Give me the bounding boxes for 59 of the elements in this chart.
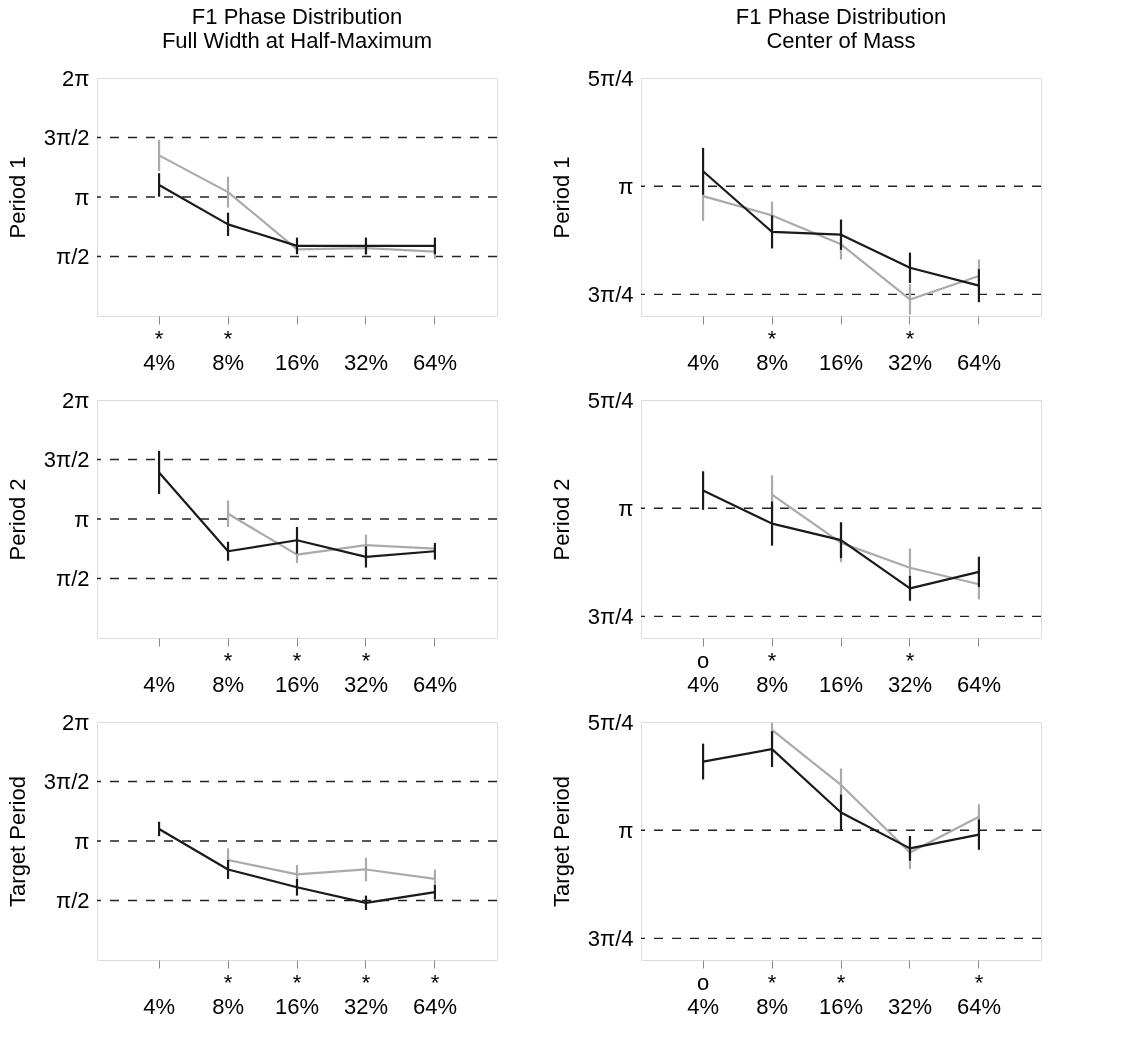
y-tick-label: π [74, 184, 90, 210]
x-tick-label: 64% [412, 349, 457, 375]
y-tick-label: 2π [62, 709, 90, 735]
x-tick-label: 16% [818, 349, 864, 375]
y-tick-label: π [74, 506, 90, 532]
x-tick-label: 32% [887, 993, 932, 1019]
x-tick-label: o 4% [687, 647, 719, 697]
x-tick-label: 64% [412, 671, 457, 697]
x-tick-label: 4% [143, 671, 175, 697]
x-tick-label: * 4% [143, 325, 175, 375]
x-tick-label: * 32% [887, 647, 932, 697]
x-tick-label: 32% [343, 349, 388, 375]
y-axis-title: Target Period [548, 776, 574, 907]
y-tick-label: 3π/4 [587, 281, 634, 307]
y-tick-label: π [618, 173, 634, 199]
y-tick-label: 3π/2 [43, 769, 90, 794]
y-tick-label: π [74, 828, 90, 854]
x-tick-label: 4% [143, 993, 175, 1019]
y-axis-title: Period 1 [548, 156, 574, 239]
x-tick-label: * 32% [887, 325, 932, 375]
chart-title: F1 Phase Distribution Center of Mass [735, 4, 947, 53]
x-tick-label: * 8% [756, 969, 788, 1019]
x-tick-label: o 4% [687, 969, 719, 1019]
y-tick-label: π [618, 817, 634, 843]
y-axis-title: Period 2 [4, 478, 30, 561]
y-tick-label: 2π [62, 387, 90, 413]
x-tick-label: * 64% [412, 969, 457, 1019]
y-tick-label: 5π/4 [587, 65, 634, 91]
x-tick-label: * 8% [212, 647, 244, 697]
y-tick-label: π/2 [55, 888, 90, 913]
x-tick-label: * 32% [343, 969, 388, 1019]
x-tick-label: * 8% [756, 325, 788, 375]
x-tick-label: * 64% [956, 969, 1001, 1019]
y-tick-label: 5π/4 [587, 387, 634, 413]
y-tick-label: 3π/2 [43, 125, 90, 150]
y-tick-label: 2π [62, 65, 90, 91]
y-tick-label: π/2 [55, 566, 90, 591]
y-axis-title: Period 2 [548, 478, 574, 561]
x-tick-label: 4% [687, 349, 719, 375]
y-tick-label: π [618, 495, 634, 521]
x-tick-label: * 8% [212, 325, 244, 375]
y-tick-label: 3π/2 [43, 447, 90, 472]
y-tick-label: 5π/4 [587, 709, 634, 735]
x-tick-label: * 8% [212, 969, 244, 1019]
x-tick-label: * 16% [818, 969, 864, 1019]
x-tick-label: 64% [956, 671, 1001, 697]
chart-title: F1 Phase Distribution Full Width at Half-Maximum [161, 4, 433, 53]
y-axis-title: Target Period [4, 776, 30, 907]
x-tick-label: * 8% [756, 647, 788, 697]
y-tick-label: π/2 [55, 244, 90, 269]
x-tick-label: 16% [818, 671, 864, 697]
x-tick-label: 64% [956, 349, 1001, 375]
x-tick-label: * 16% [274, 647, 320, 697]
x-tick-label: 16% [274, 349, 320, 375]
x-tick-label: * 32% [343, 647, 388, 697]
y-tick-label: 3π/4 [587, 603, 634, 629]
x-tick-label: * 16% [274, 969, 320, 1019]
y-tick-label: 3π/4 [587, 925, 634, 951]
y-axis-title: Period 1 [4, 156, 30, 239]
